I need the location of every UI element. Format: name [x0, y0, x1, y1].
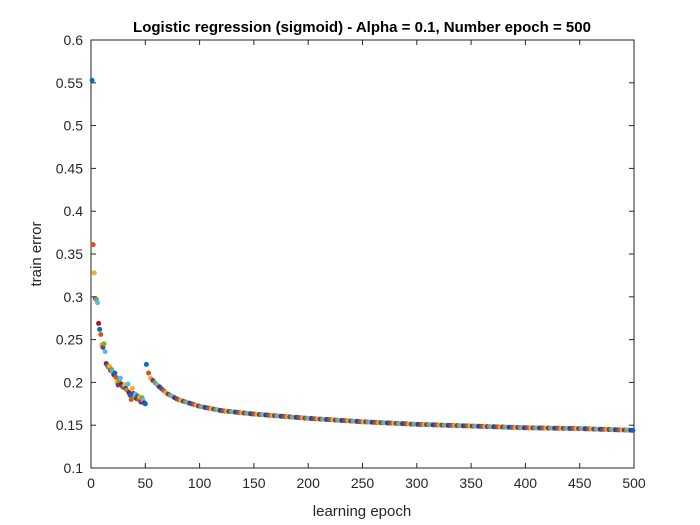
y-tick-label: 0.25	[56, 332, 83, 348]
data-point	[98, 331, 104, 337]
data-points	[89, 77, 636, 433]
y-tick-label: 0.15	[56, 417, 83, 433]
data-point	[102, 349, 108, 355]
data-point	[101, 341, 107, 347]
data-point	[95, 300, 101, 306]
data-point	[630, 427, 636, 433]
x-tick-label: 50	[138, 475, 154, 491]
x-tick-label: 300	[405, 475, 429, 491]
x-tick-label: 450	[568, 475, 592, 491]
data-point	[112, 370, 118, 376]
y-tick-label: 0.35	[56, 246, 83, 262]
x-tick-label: 0	[87, 475, 95, 491]
y-tick-label: 0.4	[64, 203, 84, 219]
x-axis-label: learning epoch	[313, 503, 411, 520]
plot-area	[90, 39, 635, 469]
data-point	[146, 370, 152, 376]
data-point	[129, 385, 135, 391]
data-point	[96, 320, 102, 326]
y-tick-label: 0.3	[64, 289, 84, 305]
data-point	[90, 242, 96, 248]
x-tick-label: 350	[459, 475, 483, 491]
y-axis-label: train error	[28, 221, 45, 286]
data-point	[89, 77, 95, 83]
x-tick-label: 100	[188, 475, 212, 491]
x-tick-label: 200	[297, 475, 321, 491]
chart-title: Logistic regression (sigmoid) - Alpha = …	[133, 19, 591, 36]
data-point	[97, 326, 103, 332]
data-point	[113, 374, 119, 380]
y-tick-label: 0.55	[56, 75, 83, 91]
data-point	[142, 401, 148, 407]
y-tick-label: 0.6	[64, 32, 84, 48]
data-point	[91, 270, 97, 276]
y-tick-label: 0.45	[56, 160, 83, 176]
axis-ticks: 0 50 100 150 200 250 300 350 400 450 500 0.1 0.15 0.2…	[56, 32, 646, 491]
x-tick-label: 400	[514, 475, 538, 491]
x-tick-label: 150	[242, 475, 266, 491]
data-point	[143, 361, 149, 367]
y-tick-label: 0.5	[64, 118, 84, 134]
y-tick-label: 0.2	[64, 374, 84, 390]
x-tick-label: 500	[622, 475, 646, 491]
data-point	[125, 381, 131, 387]
y-tick-label: 0.1	[64, 460, 84, 476]
data-point	[117, 375, 123, 381]
x-tick-label: 250	[351, 475, 375, 491]
